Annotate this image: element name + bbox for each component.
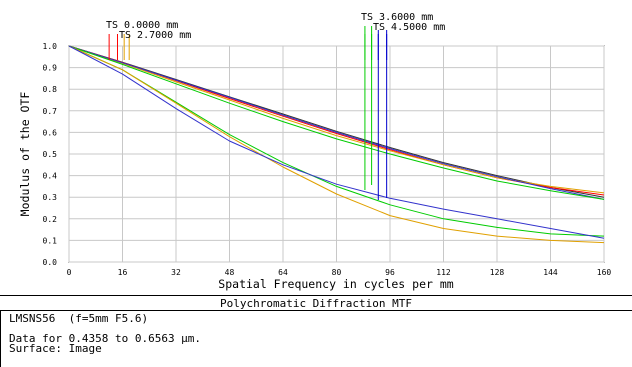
legend-label-ts-4-5: TS 4.5000 mm [373,22,445,33]
legend-label-ts-0: TS 0.0000 mm [106,20,178,31]
y-axis-label: Modulus of the OTF [18,92,32,217]
y-tick-label: 0.0 [43,258,58,267]
x-tick-label: 128 [490,268,505,277]
series-line-4 [68,45,605,200]
series-line-5 [68,45,605,237]
data-range: Data for 0.4358 to 0.6563 µm. [9,332,202,345]
series-line-3 [68,45,605,200]
series-line-0 [68,45,605,198]
legend-markers [108,26,388,200]
y-axis-ticks: 0.0 0.1 0.2 0.3 0.4 0.5 0.6 0.7 0.8 0.9 1.0 [43,42,58,267]
series-line-7 [68,45,605,239]
y-tick-label: 0.2 [43,215,58,224]
left-divider [0,310,1,367]
legend-label-ts-3-6: TS 3.6000 mm [361,12,433,23]
series-line-6 [68,45,605,244]
x-axis-label: Spatial Frequency in cycles per mm [218,277,453,291]
y-tick-label: 1.0 [43,42,58,51]
lens-name: LMSNS56 (f=5mm F5.6) [9,312,149,325]
series-group [68,45,605,244]
y-tick-label: 0.1 [43,236,58,245]
y-tick-label: 0.6 [43,128,58,137]
y-tick-label: 0.7 [43,107,58,116]
surface-label: Surface: Image [9,342,102,355]
x-tick-label: 96 [385,268,395,277]
y-tick-label: 0.4 [43,172,58,181]
y-tick-label: 0.5 [43,150,58,159]
x-tick-label: 144 [543,268,558,277]
x-tick-label: 160 [597,268,612,277]
x-axis-ticks: 0 16 32 48 64 80 96 112 128 144 160 [67,268,612,277]
x-tick-label: 16 [118,268,128,277]
x-tick-label: 112 [436,268,451,277]
mtf-chart: 0 16 32 48 64 80 96 112 128 144 160 0.00.10.20.30.… [18,12,612,291]
y-tick-label: 0.3 [43,193,58,202]
y-tick-label: 0.9 [43,64,58,73]
x-tick-label: 80 [332,268,342,277]
legend-label-ts-2-7: TS 2.7000 mm [119,30,191,41]
chart-title: Polychromatic Diffraction MTF [0,295,632,311]
x-tick-label: 0 [67,268,72,277]
x-tick-label: 64 [278,268,288,277]
y-tick-label: 0.8 [43,85,58,94]
x-tick-label: 48 [225,268,235,277]
x-tick-label: 32 [171,268,181,277]
